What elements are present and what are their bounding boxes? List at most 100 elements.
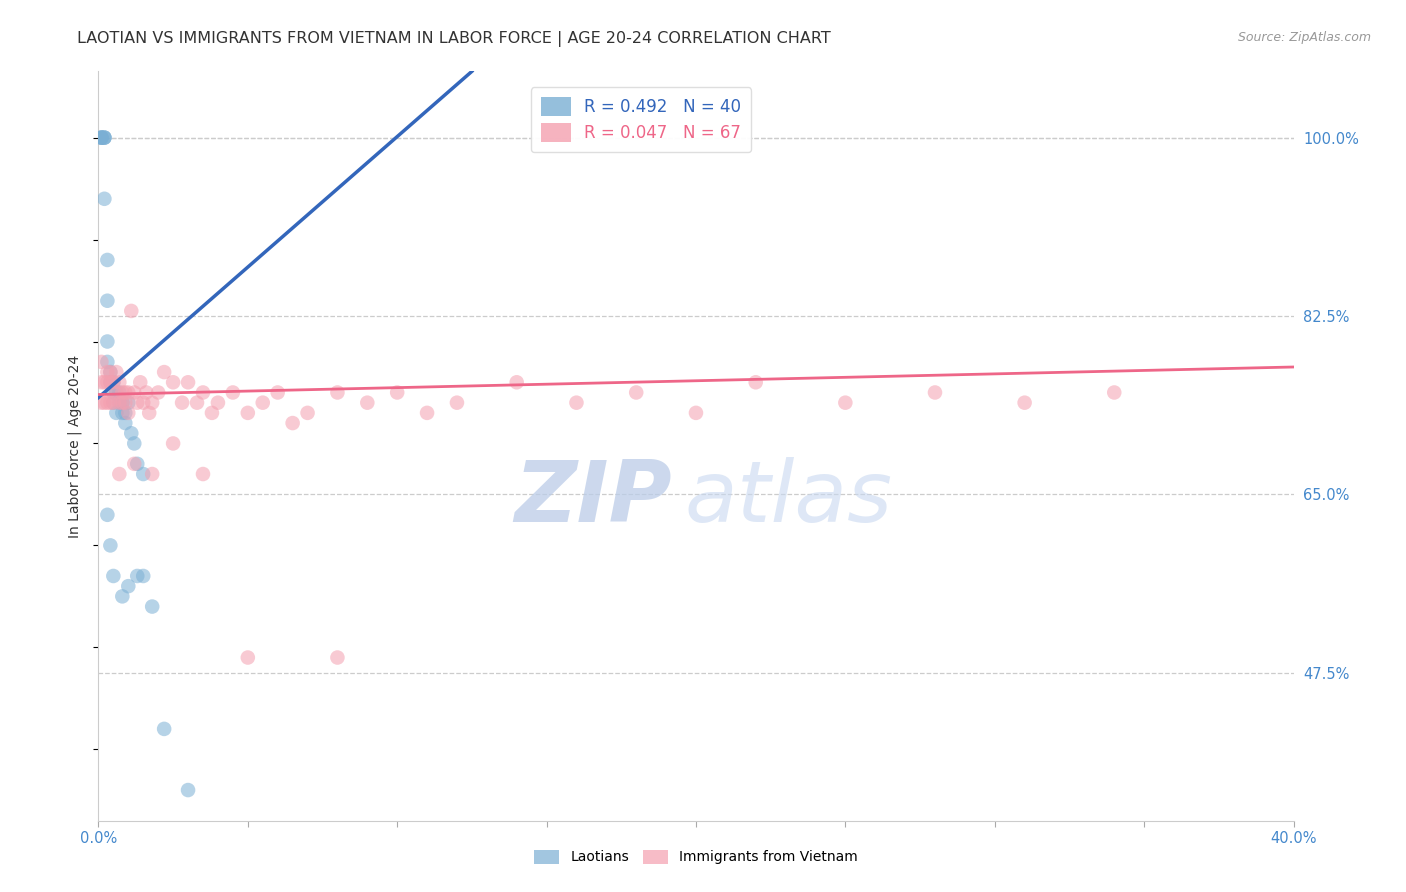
Point	[103, 569, 125, 583]
Text: LAOTIAN VS IMMIGRANTS FROM VIETNAM IN LABOR FORCE | AGE 20-24 CORRELATION CHART: LAOTIAN VS IMMIGRANTS FROM VIETNAM IN LA…	[77, 31, 831, 47]
Point	[135, 385, 157, 400]
Point	[177, 376, 200, 390]
Point	[105, 385, 128, 400]
Point	[252, 395, 274, 409]
Point	[685, 406, 707, 420]
Point	[153, 365, 176, 379]
Point	[132, 395, 155, 409]
Point	[201, 406, 224, 420]
Point	[111, 385, 134, 400]
Point	[93, 192, 115, 206]
Point	[96, 508, 118, 522]
Point	[141, 599, 163, 614]
Point	[172, 395, 194, 409]
Point	[111, 406, 134, 420]
Point	[236, 406, 259, 420]
Point	[96, 395, 118, 409]
Point	[326, 650, 349, 665]
Point	[326, 385, 349, 400]
Point	[127, 457, 149, 471]
Point	[129, 376, 152, 390]
Point	[281, 416, 304, 430]
Point	[105, 365, 128, 379]
Point	[93, 130, 115, 145]
Point	[141, 467, 163, 481]
Point	[98, 365, 122, 379]
Point	[138, 406, 160, 420]
Point	[108, 376, 131, 390]
Text: Source: ZipAtlas.com: Source: ZipAtlas.com	[1237, 31, 1371, 45]
Point	[117, 385, 139, 400]
Point	[114, 395, 136, 409]
Point	[834, 395, 856, 409]
Point	[626, 385, 648, 400]
Point	[111, 395, 134, 409]
Point	[114, 385, 136, 400]
Point	[90, 130, 112, 145]
Point	[96, 376, 118, 390]
Point	[1014, 395, 1036, 409]
Point	[356, 395, 378, 409]
Y-axis label: In Labor Force | Age 20-24: In Labor Force | Age 20-24	[67, 354, 83, 538]
Point	[162, 376, 184, 390]
Point	[114, 406, 136, 420]
Point	[117, 395, 139, 409]
Point	[105, 385, 128, 400]
Point	[124, 457, 146, 471]
Point	[96, 334, 118, 349]
Point	[90, 395, 112, 409]
Point	[148, 385, 170, 400]
Point	[111, 395, 134, 409]
Point	[96, 252, 118, 267]
Point	[745, 376, 768, 390]
Point	[96, 365, 118, 379]
Point	[105, 406, 128, 420]
Text: ZIP: ZIP	[515, 457, 672, 540]
Point	[222, 385, 245, 400]
Point	[186, 395, 208, 409]
Point	[93, 376, 115, 390]
Point	[120, 304, 142, 318]
Point	[98, 376, 122, 390]
Point	[90, 355, 112, 369]
Point	[108, 395, 131, 409]
Point	[98, 365, 122, 379]
Point	[108, 467, 131, 481]
Point	[162, 436, 184, 450]
Point	[207, 395, 229, 409]
Point	[103, 395, 125, 409]
Point	[93, 130, 115, 145]
Point	[385, 385, 409, 400]
Point	[191, 385, 214, 400]
Point	[111, 590, 134, 604]
Point	[124, 385, 146, 400]
Text: atlas: atlas	[685, 457, 891, 540]
Point	[90, 130, 112, 145]
Point	[1104, 385, 1126, 400]
Legend: Laotians, Immigrants from Vietnam: Laotians, Immigrants from Vietnam	[529, 844, 863, 870]
Point	[96, 293, 118, 308]
Point	[93, 395, 115, 409]
Point	[153, 722, 176, 736]
Point	[177, 783, 200, 797]
Point	[117, 579, 139, 593]
Point	[416, 406, 439, 420]
Point	[103, 376, 125, 390]
Point	[127, 569, 149, 583]
Point	[93, 130, 115, 145]
Point	[117, 406, 139, 420]
Point	[132, 569, 155, 583]
Point	[114, 416, 136, 430]
Point	[90, 130, 112, 145]
Point	[236, 650, 259, 665]
Point	[96, 355, 118, 369]
Point	[565, 395, 588, 409]
Point	[103, 395, 125, 409]
Point	[98, 395, 122, 409]
Point	[103, 376, 125, 390]
Point	[90, 130, 112, 145]
Point	[103, 385, 125, 400]
Point	[132, 467, 155, 481]
Point	[924, 385, 946, 400]
Point	[124, 436, 146, 450]
